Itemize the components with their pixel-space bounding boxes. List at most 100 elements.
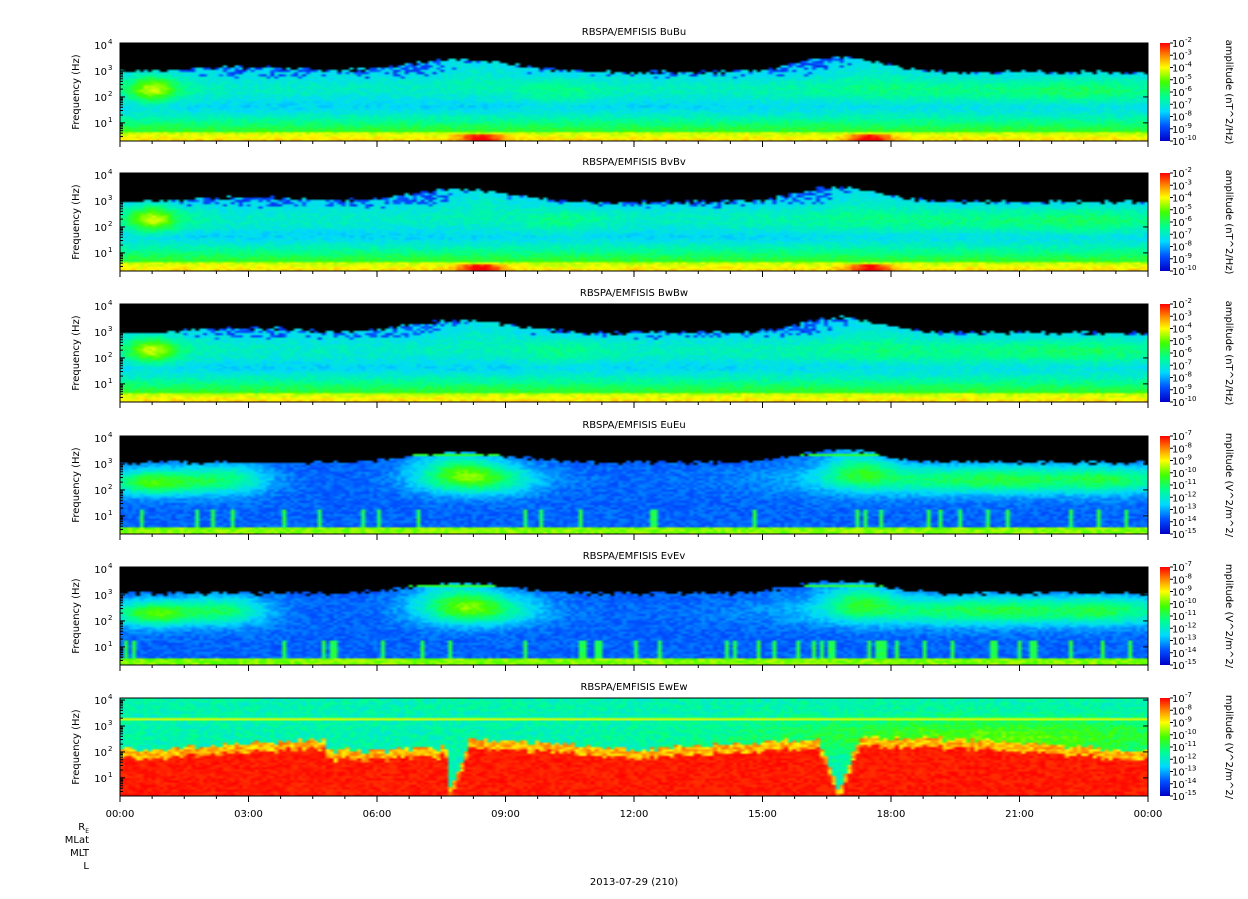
colorbar-tick-exponent: -9 [1185,122,1192,130]
colorbar-tick-exponent: -15 [1185,527,1196,535]
date-footer: 2013-07-29 (210) [590,877,678,888]
colorbar-tick-label: 10 [1172,300,1185,311]
y-axis-label: Frequency (Hz) [71,184,82,260]
colorbar [1160,567,1170,665]
y-tick-exponent: 3 [108,457,112,465]
colorbar-tick-label: 10 [1172,706,1185,717]
y-axis-label: Frequency (Hz) [71,315,82,391]
y-tick-label: 10 [94,41,107,52]
colorbar-tick-exponent: -3 [1185,178,1192,186]
colorbar-tick-exponent: -11 [1185,609,1196,617]
ephemeris-label-l: L [83,861,89,872]
colorbar-tick-exponent: -3 [1185,309,1192,317]
colorbar-tick-exponent: -12 [1185,752,1196,760]
colorbar-tick-label: 10 [1172,386,1185,397]
colorbar-tick-label: 10 [1172,755,1185,766]
y-tick-label: 10 [94,460,107,471]
colorbar-tick-exponent: -11 [1185,740,1196,748]
x-tick-label: 21:00 [1005,809,1034,820]
colorbar-tick-label: 10 [1172,64,1185,75]
colorbar-tick-exponent: -13 [1185,503,1196,511]
colorbar-tick-exponent: -14 [1185,646,1197,654]
y-tick-exponent: 2 [108,614,112,622]
colorbar-tick-exponent: -6 [1185,346,1193,354]
colorbar-tick-exponent: -10 [1185,466,1196,474]
y-tick-label: 10 [94,617,107,628]
x-tick-label: 06:00 [363,809,392,820]
y-axis-label: Frequency (Hz) [71,709,82,785]
x-tick-label: 09:00 [491,809,520,820]
colorbar-tick-label: 10 [1172,125,1185,136]
colorbar-tick-exponent: -14 [1185,515,1197,523]
y-tick-label: 10 [94,486,107,497]
y-tick-exponent: 1 [108,640,112,648]
panel-title: RBSPA/EMFISIS EwEw [580,682,687,693]
colorbar-tick-exponent: -7 [1185,97,1192,105]
colorbar-tick-label: 10 [1172,100,1185,111]
colorbar-tick-exponent: -5 [1185,73,1192,81]
y-tick-label: 10 [94,302,107,313]
colorbar-tick-exponent: -12 [1185,621,1196,629]
colorbar-tick-label: 10 [1172,113,1185,124]
y-tick-label: 10 [94,774,107,785]
colorbar-tick-exponent: -6 [1185,85,1193,93]
colorbar-tick-exponent: -12 [1185,490,1196,498]
colorbar [1160,436,1170,534]
panel-title: RBSPA/EMFISIS BuBu [582,27,686,38]
colorbar-tick-label: 10 [1172,457,1185,468]
y-tick-label: 10 [94,748,107,759]
colorbar-tick-exponent: -10 [1185,264,1196,272]
y-tick-exponent: 3 [108,719,112,727]
colorbar-tick-exponent: -10 [1185,395,1196,403]
colorbar-tick-exponent: -8 [1185,371,1192,379]
ephemeris-label-re: RE [78,822,89,835]
y-axis-label: Frequency (Hz) [71,54,82,130]
colorbar-tick-exponent: -8 [1185,703,1192,711]
colorbar [1160,304,1170,402]
colorbar-tick-label: 10 [1172,530,1185,541]
colorbar-tick-label: 10 [1172,493,1185,504]
colorbar-tick-exponent: -7 [1185,227,1192,235]
y-axis-label: Frequency (Hz) [71,578,82,654]
y-tick-label: 10 [94,696,107,707]
colorbar-tick-label: 10 [1172,624,1185,635]
colorbar-label: mplitude (V^2/m^2/ [1223,564,1234,669]
colorbar-tick-exponent: -9 [1185,585,1192,593]
colorbar-tick-label: 10 [1172,230,1185,241]
colorbar-tick-label: 10 [1172,575,1185,586]
colorbar-tick-label: 10 [1172,337,1185,348]
colorbar-tick-label: 10 [1172,51,1185,62]
y-tick-label: 10 [94,512,107,523]
x-tick-label: 15:00 [748,809,777,820]
y-tick-exponent: 4 [108,38,113,46]
colorbar-tick-label: 10 [1172,361,1185,372]
colorbar-tick-exponent: -8 [1185,572,1192,580]
panel-title: RBSPA/EMFISIS BwBw [580,288,688,299]
colorbar-tick-label: 10 [1172,588,1185,599]
colorbar-tick-label: 10 [1172,243,1185,254]
colorbar-tick-exponent: -5 [1185,334,1192,342]
y-tick-exponent: 4 [108,431,113,439]
colorbar-tick-label: 10 [1172,398,1185,409]
colorbar-tick-label: 10 [1172,432,1185,443]
colorbar-tick-label: 10 [1172,312,1185,323]
y-tick-label: 10 [94,565,107,576]
colorbar-tick-exponent: -4 [1185,61,1193,69]
colorbar-tick-exponent: -7 [1185,429,1192,437]
colorbar-tick-exponent: -15 [1185,789,1196,797]
colorbar-tick-label: 10 [1172,181,1185,192]
colorbar-tick-label: 10 [1172,792,1185,803]
colorbar-tick-exponent: -7 [1185,358,1192,366]
colorbar-tick-label: 10 [1172,39,1185,50]
colorbar-tick-exponent: -2 [1185,166,1192,174]
colorbar-tick-exponent: -3 [1185,48,1192,56]
colorbar-tick-exponent: -14 [1185,777,1197,785]
y-tick-exponent: 2 [108,483,112,491]
colorbar-label: amplitude (nT^2/Hz) [1223,40,1234,145]
colorbar-tick-label: 10 [1172,719,1185,730]
